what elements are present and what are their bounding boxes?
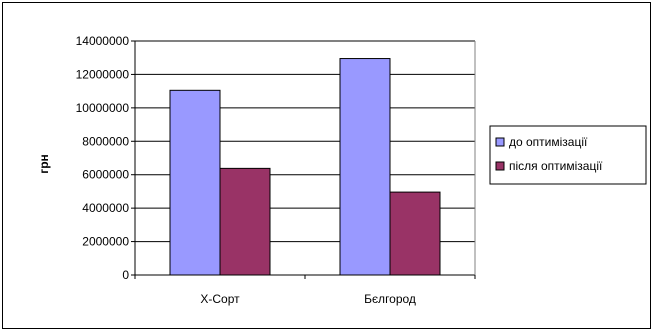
y-tick-label: 8000000 xyxy=(82,134,129,148)
y-tick-labels: 0 2000000 4000000 6000000 8000000 10000000 120… xyxy=(76,34,130,282)
legend-label: до оптимізації xyxy=(509,135,588,149)
x-tick-label: Бєлгород xyxy=(364,292,416,306)
axes xyxy=(131,40,476,279)
y-tick-label: 6000000 xyxy=(82,168,129,182)
legend-box xyxy=(489,125,647,185)
legend: до оптимізації після оптимізації xyxy=(489,125,647,185)
bar-after-1 xyxy=(389,191,441,276)
y-tick-label: 12000000 xyxy=(76,67,130,81)
bar-after-0 xyxy=(219,167,271,276)
y-axis-label: грн xyxy=(37,154,51,174)
bars xyxy=(169,58,441,276)
legend-swatch xyxy=(495,161,505,171)
y-tick-label: 2000000 xyxy=(82,235,129,249)
legend-swatch xyxy=(495,137,505,147)
y-tick-label: 10000000 xyxy=(76,101,130,115)
y-tick-label: 4000000 xyxy=(82,201,129,215)
bar-before-0 xyxy=(169,89,221,276)
x-tick-label: Х-Сорт xyxy=(200,292,240,306)
x-tick-labels: Х-Сорт Бєлгород xyxy=(200,292,416,306)
legend-label: після оптимізації xyxy=(509,159,603,173)
y-tick-label: 0 xyxy=(122,268,129,282)
y-tick-label: 14000000 xyxy=(76,34,130,48)
bar-before-1 xyxy=(339,58,391,276)
